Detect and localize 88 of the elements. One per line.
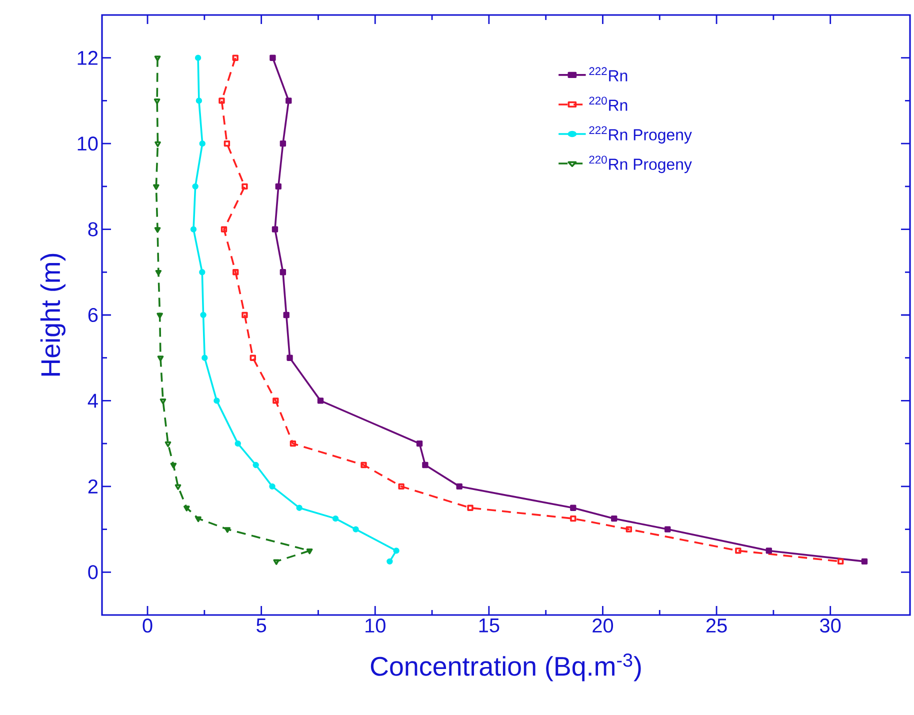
point: [735, 548, 742, 554]
point: [290, 440, 296, 447]
point: [155, 270, 162, 276]
point: [286, 354, 293, 361]
point: [196, 98, 202, 104]
point: [192, 183, 198, 190]
point: [664, 526, 671, 532]
y-tick-label: 8: [88, 222, 98, 236]
point: [398, 483, 404, 490]
point: [242, 312, 248, 318]
point: [154, 227, 161, 233]
x-tick-label: 25: [706, 618, 727, 633]
x-tick-label: 30: [820, 618, 841, 633]
point: [200, 312, 206, 318]
point: [317, 398, 324, 404]
point: [386, 558, 393, 565]
y-axis-title: Height (m): [40, 254, 66, 376]
x-tick-label: 20: [592, 618, 614, 633]
point: [157, 356, 164, 362]
point: [269, 483, 276, 490]
point: [224, 527, 231, 533]
point: [184, 506, 190, 512]
point: [154, 141, 161, 148]
point: [232, 269, 239, 276]
point: [154, 98, 160, 104]
point: [250, 354, 256, 361]
point: [164, 441, 172, 448]
point: [283, 312, 290, 318]
point: [194, 54, 202, 61]
legend-label: $^{220}$Rn: [589, 96, 628, 111]
y-tick-label: 4: [88, 394, 98, 408]
point: [174, 484, 182, 490]
point: [393, 548, 400, 554]
y-tick-label: 2: [88, 479, 98, 494]
y-tick-label: 12: [78, 50, 98, 65]
x-tick-label: 0: [142, 618, 152, 633]
y-tick-label: 10: [78, 136, 98, 151]
point: [252, 462, 259, 468]
x-tick-label: 15: [479, 618, 500, 632]
y-tick-label: 6: [88, 308, 98, 322]
x-tick-label: 10: [366, 618, 386, 633]
point: [218, 98, 225, 104]
point: [234, 440, 241, 447]
point: [570, 515, 576, 522]
point: [160, 398, 166, 404]
point: [280, 140, 286, 147]
point: [153, 184, 160, 190]
legend-label: $^{222}$Rn Progeny: [589, 126, 692, 144]
x-axis-title: Concentration (Bq.m$^{-3}$): [370, 653, 641, 682]
point: [154, 56, 161, 62]
point: [272, 226, 278, 232]
point: [232, 54, 238, 61]
point: [273, 559, 280, 565]
point: [199, 140, 206, 147]
legend-label: $^{220}$Rn Progeny: [589, 156, 692, 174]
point: [199, 269, 206, 276]
point: [467, 504, 474, 511]
point: [296, 504, 302, 511]
point: [861, 558, 868, 565]
point: [352, 526, 359, 532]
point: [220, 226, 228, 232]
point: [766, 548, 772, 554]
point: [156, 312, 163, 318]
point: [280, 269, 286, 276]
point: [272, 398, 279, 404]
point: [838, 558, 844, 565]
point: [626, 526, 632, 532]
y-tick-label: 0: [88, 565, 98, 580]
point: [224, 140, 230, 147]
point: [190, 226, 197, 232]
legend-label: $^{222}$Rn: [589, 67, 628, 82]
point: [270, 54, 276, 61]
point: [214, 398, 220, 404]
point: [360, 462, 367, 468]
point: [242, 183, 248, 190]
point: [170, 462, 177, 468]
point: [306, 548, 313, 554]
point: [275, 183, 282, 190]
point: [332, 515, 339, 522]
point: [202, 354, 208, 361]
point: [422, 462, 428, 468]
point: [286, 98, 292, 104]
point: [456, 483, 462, 490]
point: [195, 516, 202, 522]
point: [611, 515, 618, 522]
point: [416, 440, 423, 447]
x-tick-label: 5: [256, 618, 266, 632]
point: [570, 504, 576, 511]
